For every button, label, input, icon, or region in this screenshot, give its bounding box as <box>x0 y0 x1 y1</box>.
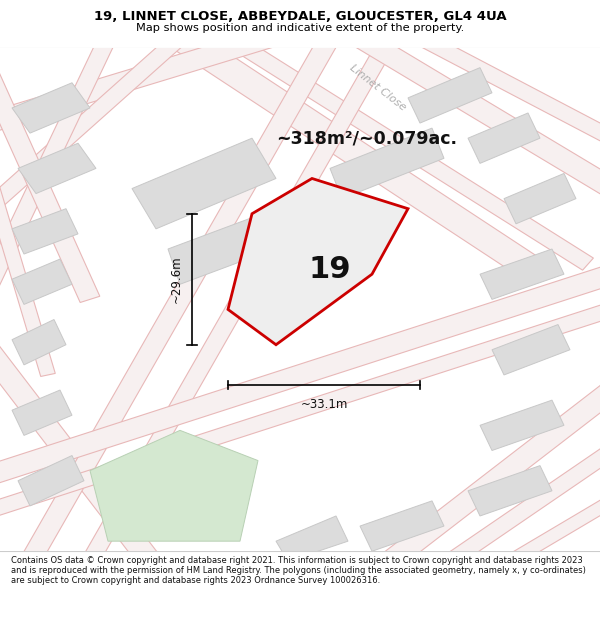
Polygon shape <box>223 31 593 270</box>
Text: Map shows position and indicative extent of the property.: Map shows position and indicative extent… <box>136 23 464 33</box>
Polygon shape <box>168 209 288 284</box>
Polygon shape <box>480 249 564 299</box>
Polygon shape <box>228 179 408 345</box>
Polygon shape <box>0 32 187 214</box>
Polygon shape <box>0 69 100 302</box>
Polygon shape <box>12 319 66 365</box>
Polygon shape <box>0 172 55 376</box>
Polygon shape <box>171 28 549 284</box>
Text: ~29.6m: ~29.6m <box>170 256 183 303</box>
Polygon shape <box>506 496 600 566</box>
Polygon shape <box>504 173 576 224</box>
Polygon shape <box>330 128 444 199</box>
Polygon shape <box>132 138 276 229</box>
Polygon shape <box>382 382 600 569</box>
Polygon shape <box>0 265 600 485</box>
Text: ~33.1m: ~33.1m <box>301 398 347 411</box>
Polygon shape <box>0 34 116 292</box>
Polygon shape <box>480 400 564 451</box>
Polygon shape <box>18 456 84 506</box>
Polygon shape <box>492 324 570 375</box>
Polygon shape <box>468 466 552 516</box>
Polygon shape <box>12 82 90 133</box>
Polygon shape <box>20 34 340 565</box>
Polygon shape <box>360 501 444 551</box>
Polygon shape <box>445 444 600 567</box>
Polygon shape <box>12 259 72 304</box>
Polygon shape <box>0 302 600 518</box>
Text: 19: 19 <box>308 254 352 284</box>
Polygon shape <box>276 516 348 561</box>
Polygon shape <box>12 390 72 436</box>
Polygon shape <box>353 29 600 197</box>
Text: Linnet Close: Linnet Close <box>348 62 408 112</box>
Polygon shape <box>0 28 274 132</box>
Polygon shape <box>82 34 398 564</box>
Polygon shape <box>415 31 600 144</box>
Text: 19, LINNET CLOSE, ABBEYDALE, GLOUCESTER, GL4 4UA: 19, LINNET CLOSE, ABBEYDALE, GLOUCESTER,… <box>94 11 506 24</box>
Polygon shape <box>0 344 160 567</box>
Polygon shape <box>408 68 492 123</box>
Polygon shape <box>12 209 78 254</box>
Text: ~318m²/~0.079ac.: ~318m²/~0.079ac. <box>276 129 457 147</box>
Polygon shape <box>468 113 540 163</box>
Polygon shape <box>18 143 96 194</box>
Polygon shape <box>90 431 258 541</box>
Text: Contains OS data © Crown copyright and database right 2021. This information is : Contains OS data © Crown copyright and d… <box>11 556 586 586</box>
